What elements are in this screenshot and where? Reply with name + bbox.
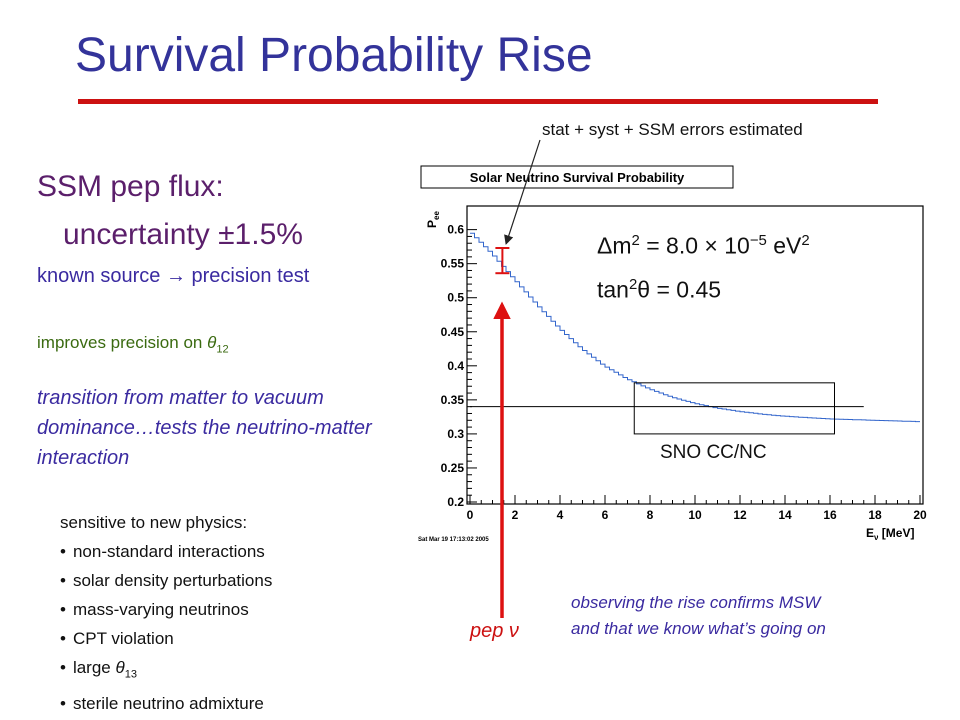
x-tick-label: 10 xyxy=(688,508,702,522)
y-tick-label: 0.4 xyxy=(447,359,464,373)
theta-subscript: 13 xyxy=(124,668,138,681)
x-axis-label-main: E xyxy=(866,526,874,540)
improves-label: improves precision on xyxy=(37,333,208,352)
transition-text: transition from matter to vacuum dominan… xyxy=(37,387,372,469)
y-tick-label: 0.55 xyxy=(441,257,465,271)
y-tick-label: 0.5 xyxy=(447,291,464,305)
sno-cc-nc-label: SNO CC/NC xyxy=(660,442,767,463)
x-tick-label: 12 xyxy=(733,508,747,522)
dm2-sup: 2 xyxy=(631,232,640,249)
chart-title: Solar Neutrino Survival Probability xyxy=(470,170,685,185)
reference-group xyxy=(470,247,864,435)
uncertainty-text: uncertainty ±1.5% xyxy=(63,218,303,251)
slide-title: Survival Probability Rise xyxy=(75,29,593,82)
dm2-unit: eV xyxy=(766,232,802,259)
y-axis-label: Pee xyxy=(425,211,441,228)
x-tick-label: 14 xyxy=(778,508,792,522)
theta-symbol: θ xyxy=(115,658,125,677)
y-tick-label: 0.35 xyxy=(441,393,465,407)
plot-timestamp: Sat Mar 19 17:13:02 2005 xyxy=(418,537,489,543)
y-tick-label: 0.6 xyxy=(447,223,464,237)
x-tick-label: 16 xyxy=(823,508,837,522)
axis-ticks: 0 2 4 6 8 10 12 14 16 18 20 0.2 0.25 0.3 0.35 0.4 0.45 0.… xyxy=(441,223,927,522)
x-tick-label: 6 xyxy=(602,508,609,522)
title-underline xyxy=(78,99,878,104)
large-label: large xyxy=(72,658,116,677)
sensitive-list: non-standard interactions solar density … xyxy=(60,537,272,718)
theta-symbol: θ xyxy=(207,333,217,352)
y-axis-label-sub: ee xyxy=(432,211,441,220)
y-tick-label: 0.25 xyxy=(441,461,465,475)
pep-nu-label: pep ν xyxy=(470,620,519,642)
dm2-symbol: Δm xyxy=(597,232,632,259)
x-tick-label: 4 xyxy=(557,508,564,522)
x-axis-label-unit: [MeV] xyxy=(878,526,914,540)
sno-box xyxy=(633,382,835,435)
x-axis-label-sub: ν xyxy=(874,533,879,542)
tan-sup: 2 xyxy=(628,276,638,293)
chart-title-box xyxy=(420,165,734,189)
survival-curve xyxy=(470,232,920,423)
theta-subscript: 12 xyxy=(216,343,229,356)
tan-label: tan xyxy=(597,276,629,303)
known-source-text: known source → precision test xyxy=(37,265,310,287)
y-tick-label: 0.2 xyxy=(447,495,464,509)
x-tick-label: 0 xyxy=(467,508,474,522)
improves-precision-text: improves precision on θ12 xyxy=(37,333,229,355)
y-tick-label: 0.3 xyxy=(447,427,464,441)
list-item: non-standard interactions xyxy=(60,537,272,566)
y-tick-label: 0.45 xyxy=(441,325,465,339)
delta-m2-parameter: Δm2 = 8.0 × 10−5 eV2 xyxy=(597,232,810,260)
list-item-large-theta13: large θ13 xyxy=(60,653,272,689)
list-item: CPT violation xyxy=(60,624,272,653)
annotation-arrow xyxy=(504,139,541,245)
sensitive-block: sensitive to new physics: non-standard i… xyxy=(60,508,272,718)
tan2-theta-parameter: tan2θ = 0.45 xyxy=(597,276,721,304)
x-tick-label: 20 xyxy=(913,508,927,522)
dm2-exponent: −5 xyxy=(749,232,767,249)
dm2-value: = 8.0 × 10 xyxy=(639,232,750,259)
ssm-pep-heading: SSM pep flux: xyxy=(37,170,224,203)
x-tick-label: 18 xyxy=(868,508,882,522)
list-item: solar density perturbations xyxy=(60,566,272,595)
dm2-unit-sup: 2 xyxy=(801,232,810,249)
list-item: mass-varying neutrinos xyxy=(60,595,272,624)
x-tick-label: 8 xyxy=(647,508,654,522)
x-axis-label: Eν [MeV] xyxy=(866,526,914,542)
curve-group xyxy=(470,232,920,423)
sensitive-heading: sensitive to new physics: xyxy=(60,513,248,532)
observing-note: observing the rise confirms MSW and that… xyxy=(571,593,826,638)
x-tick-label: 2 xyxy=(512,508,519,522)
y-axis-label-main: P xyxy=(425,220,439,228)
errors-annotation: stat + syst + SSM errors estimated xyxy=(542,120,803,139)
list-item: sterile neutrino admixture xyxy=(60,689,272,718)
tan-value: θ = 0.45 xyxy=(637,276,722,303)
